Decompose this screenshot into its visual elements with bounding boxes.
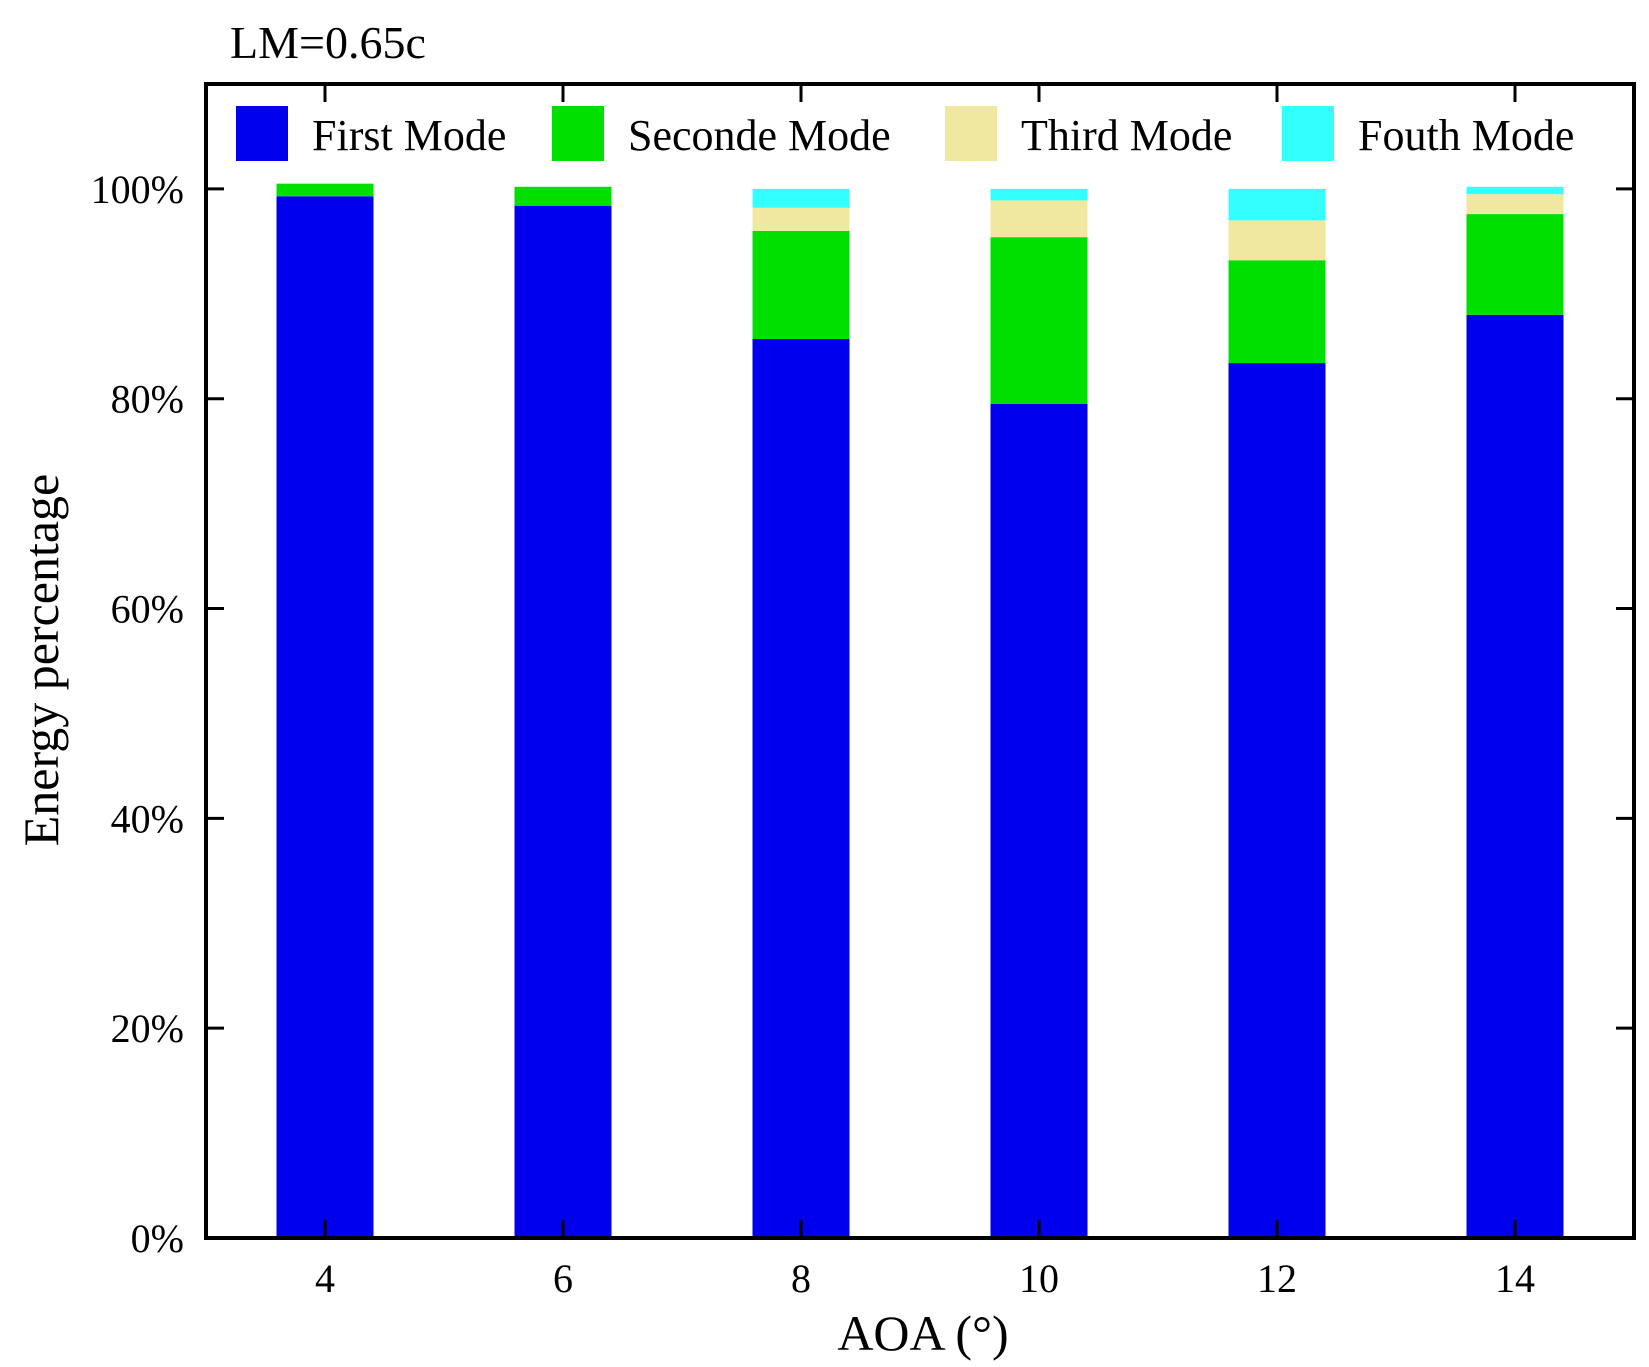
bar-first-mode-aoa-12 [1228, 363, 1326, 1238]
legend-swatch-seconde-mode [552, 106, 604, 161]
x-axis-title: AOA (°) [837, 1305, 1008, 1361]
y-tick-label: 80% [111, 377, 184, 422]
bar-first-mode-aoa-14 [1466, 314, 1564, 1238]
x-tick-label: 4 [315, 1256, 335, 1301]
bar-third-mode-aoa-14 [1466, 194, 1564, 215]
x-tick-label: 10 [1019, 1256, 1059, 1301]
bar-seconde-mode-aoa-10 [990, 237, 1088, 404]
bar-first-mode-aoa-6 [514, 205, 612, 1238]
plot-frame [204, 82, 1636, 1240]
y-tick-label: 0% [131, 1216, 184, 1261]
x-tick-label: 12 [1257, 1256, 1297, 1301]
bars-group [276, 183, 1564, 1239]
axis-ticks: 4 6 8 10 12 14 0% 20% 40% 60% 80% 100% [91, 84, 1634, 1301]
legend: First Mode Seconde Mode Third Mode Fouth Mo… [236, 106, 1574, 161]
bar-fouth-mode-aoa-14 [1466, 186, 1564, 195]
bar-first-mode-aoa-8 [752, 338, 850, 1238]
bar-first-mode-aoa-4 [276, 196, 374, 1239]
y-tick-label: 100% [91, 167, 184, 212]
bar-fouth-mode-aoa-12 [1228, 188, 1326, 221]
bar-fouth-mode-aoa-10 [990, 188, 1088, 201]
legend-label: First Mode [312, 111, 506, 160]
bar-seconde-mode-aoa-12 [1228, 260, 1326, 364]
x-tick-label: 8 [791, 1256, 811, 1301]
legend-swatch-first-mode [236, 106, 288, 161]
legend-label: Fouth Mode [1358, 111, 1574, 160]
legend-label: Third Mode [1021, 111, 1232, 160]
x-tick-label: 6 [553, 1256, 573, 1301]
legend-swatch-third-mode [945, 106, 997, 161]
x-tick-label: 14 [1495, 1256, 1535, 1301]
y-axis-title: Energy percentage [13, 474, 69, 847]
bar-seconde-mode-aoa-6 [514, 186, 612, 206]
bar-fouth-mode-aoa-8 [752, 188, 850, 208]
y-tick-label: 60% [111, 587, 184, 632]
bar-third-mode-aoa-8 [752, 207, 850, 231]
bar-third-mode-aoa-10 [990, 200, 1088, 238]
bar-first-mode-aoa-10 [990, 403, 1088, 1238]
y-tick-label: 40% [111, 796, 184, 841]
bar-third-mode-aoa-12 [1228, 220, 1326, 261]
chart-title: LM=0.65c [230, 17, 426, 68]
legend-label: Seconde Mode [628, 111, 891, 160]
bar-seconde-mode-aoa-8 [752, 230, 850, 339]
bar-seconde-mode-aoa-14 [1466, 214, 1564, 315]
y-tick-label: 20% [111, 1006, 184, 1051]
legend-swatch-fouth-mode [1282, 106, 1334, 161]
bar-seconde-mode-aoa-4 [276, 183, 374, 197]
